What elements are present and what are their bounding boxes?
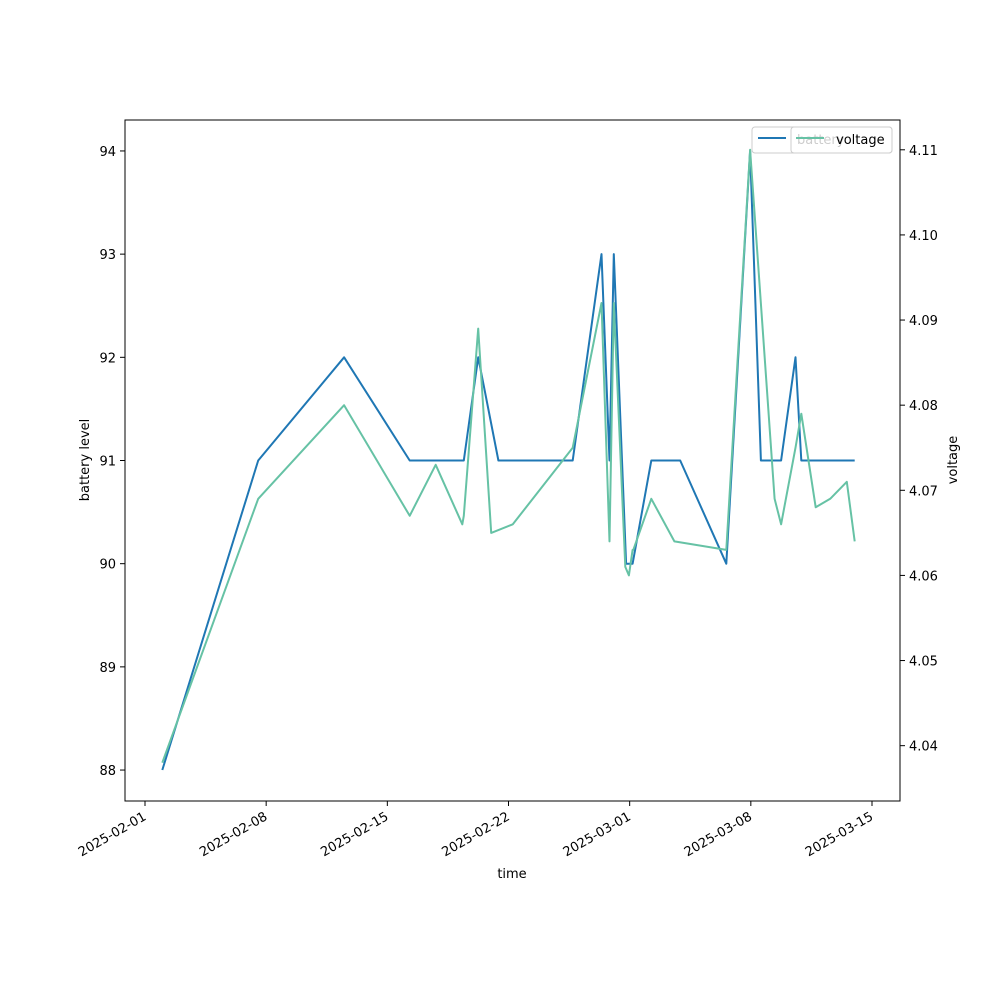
y-right-tick-label: 4.11: [909, 144, 938, 159]
series-line-voltage: [161, 148, 856, 764]
y-left-tick-label: 88: [99, 764, 116, 779]
y-left-tick-label: 90: [99, 558, 116, 573]
series-layer: [161, 148, 856, 771]
y-right-tick-label: 4.06: [909, 569, 938, 584]
legend-voltage-label: voltage: [836, 133, 885, 148]
y-left-tick-label: 89: [99, 661, 116, 676]
y-axis-left-label: battery level: [78, 419, 93, 502]
y-left-tick-label: 91: [99, 455, 116, 470]
y-right-tick-label: 4.04: [909, 740, 938, 755]
y-left-tick-label: 92: [99, 351, 116, 366]
y-right-tick-label: 4.10: [909, 229, 938, 244]
y-axis-left: 88 89 90 91 92 93 94: [99, 145, 125, 779]
y-right-tick-label: 4.08: [909, 399, 938, 414]
y-right-tick-label: 4.05: [909, 655, 938, 670]
legend-voltage-box: [790, 126, 893, 154]
x-axis-label: time: [497, 867, 526, 882]
y-axis-right-label: voltage: [946, 436, 961, 485]
y-left-tick-label: 94: [99, 145, 116, 160]
y-right-tick-label: 4.09: [909, 314, 938, 329]
legend-voltage: voltage: [790, 126, 893, 154]
y-left-tick-label: 93: [99, 248, 116, 263]
y-right-tick-label: 4.07: [909, 484, 938, 499]
y-axis-right: 4.04 4.05 4.06 4.07 4.08 4.09 4.10 4.11: [900, 144, 938, 755]
